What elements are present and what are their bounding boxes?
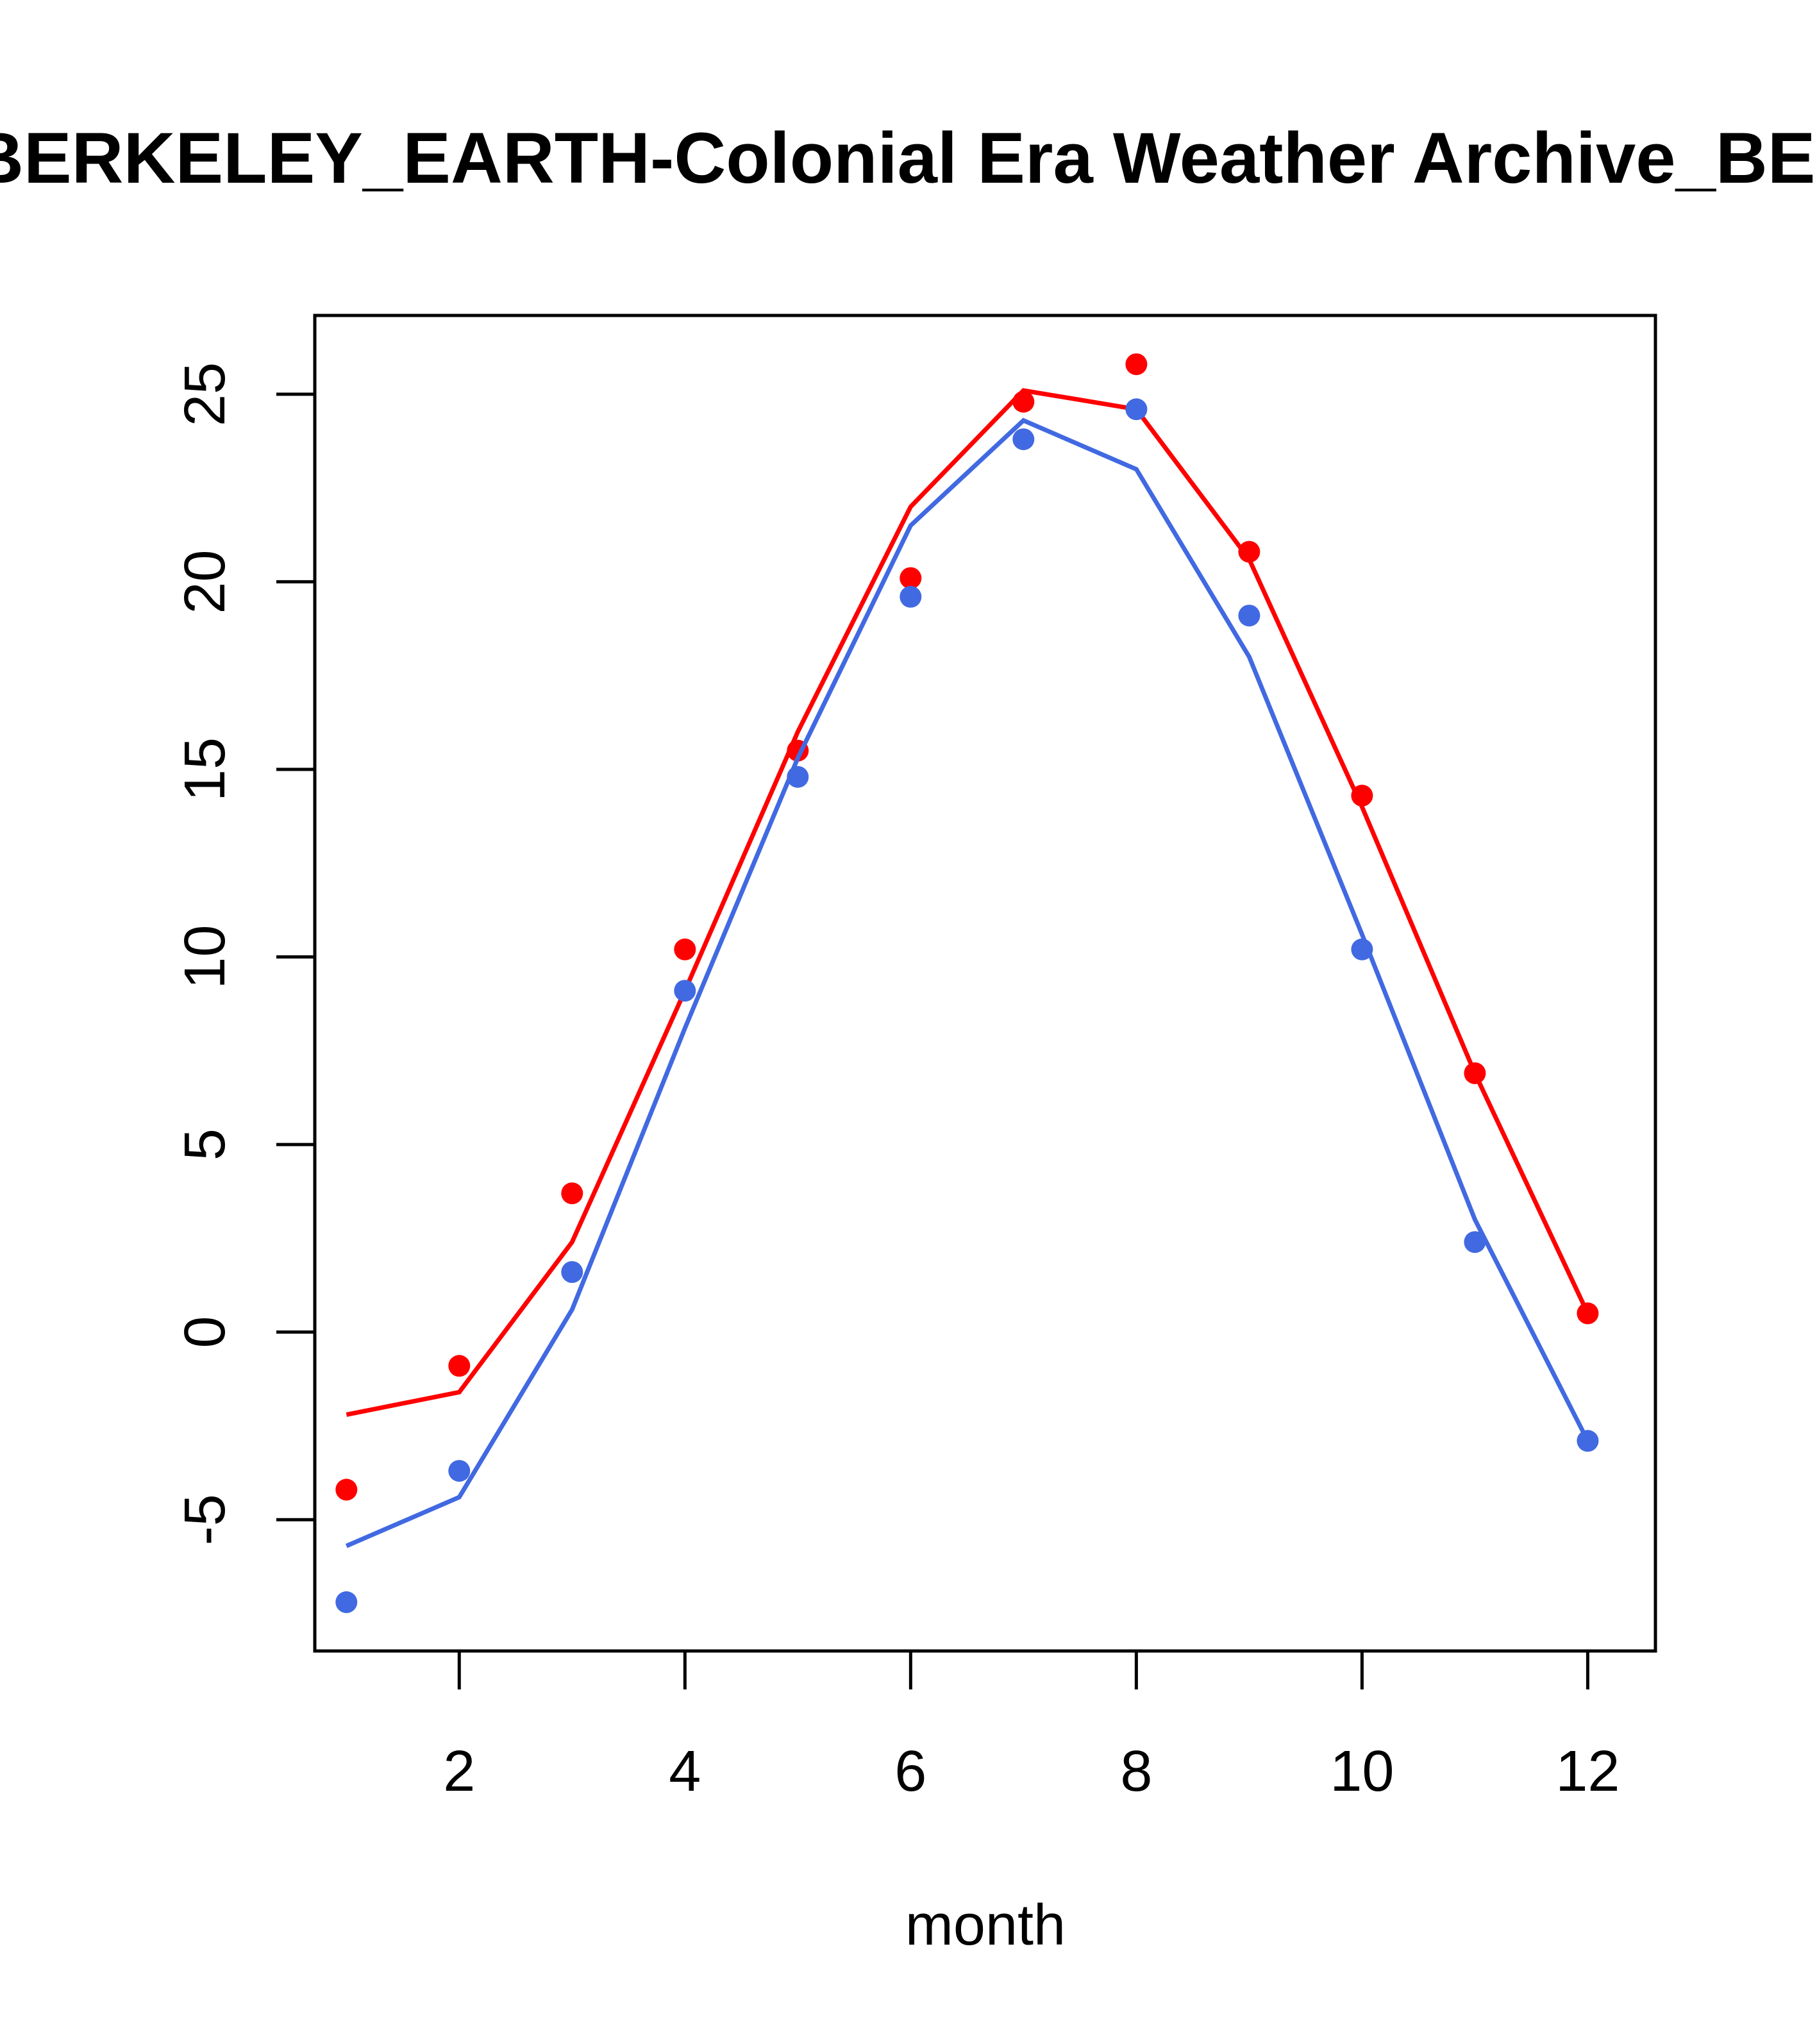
series-0-point: [674, 938, 696, 960]
series-1-point: [1012, 428, 1035, 451]
series-1: [335, 398, 1599, 1613]
series-0-point: [1351, 784, 1373, 807]
series-1-point: [900, 585, 922, 608]
series-0-point: [448, 1355, 471, 1377]
y-tick-label: 25: [173, 362, 237, 426]
series-1-point: [1351, 938, 1373, 960]
y-axis: -5 0 5 10 15 20 25: [173, 362, 317, 1545]
series-0-point: [1577, 1302, 1599, 1325]
series-1-point: [1125, 398, 1148, 421]
series-0-point: [1238, 540, 1260, 563]
y-tick-label: 20: [173, 549, 237, 614]
y-tick-label: 10: [173, 925, 237, 989]
series-1-point: [335, 1591, 358, 1613]
series-1-point: [1464, 1231, 1486, 1253]
x-tick-label: 8: [1120, 1739, 1152, 1804]
y-tick-label: 0: [173, 1316, 237, 1348]
series-1-point: [448, 1460, 471, 1482]
x-axis-label: month: [905, 1893, 1066, 1957]
y-tick-label: -5: [173, 1494, 237, 1545]
series-0-point: [1464, 1062, 1486, 1084]
series-1-point: [561, 1261, 583, 1283]
series-layer: [335, 353, 1599, 1613]
series-1-point: [787, 766, 809, 788]
series-1-point: [1577, 1430, 1599, 1452]
x-tick-label: 2: [443, 1739, 475, 1804]
x-tick-label: 6: [894, 1739, 926, 1804]
x-axis: 2 4 6 8 10 12: [443, 1649, 1620, 1804]
y-tick-label: 5: [173, 1128, 237, 1160]
x-tick-label: 10: [1330, 1739, 1394, 1804]
series-0: [335, 353, 1599, 1501]
x-tick-label: 4: [669, 1739, 701, 1804]
chart-title: BERKELEY_EARTH-Colonial Era Weather Arch…: [0, 118, 1817, 198]
series-0-line: [346, 388, 1590, 1417]
series-0-point: [561, 1182, 583, 1205]
series-0-point: [900, 567, 922, 589]
series-1-line: [345, 417, 1590, 1548]
x-tick-label: 12: [1555, 1739, 1620, 1804]
series-0-point: [1012, 390, 1035, 413]
series-1-point: [674, 980, 696, 1002]
y-tick-label: 15: [173, 737, 237, 801]
series-1-point: [1238, 605, 1260, 627]
series-0-point: [335, 1479, 358, 1501]
series-0-point: [1125, 353, 1148, 376]
